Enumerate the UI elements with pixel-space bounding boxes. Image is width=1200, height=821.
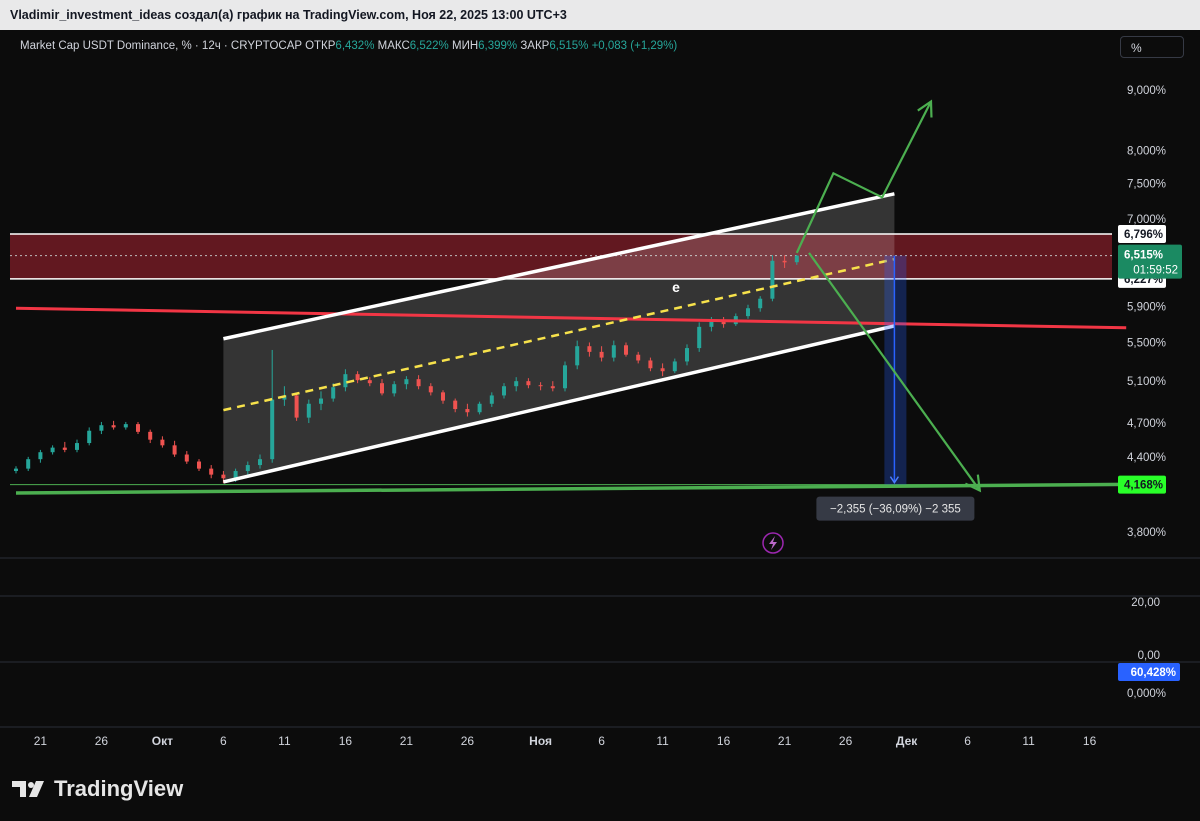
legend-low: 6,399% [478,40,518,52]
legend-symbol: Market Cap USDT Dominance, % · 12ч · CRY… [20,40,302,52]
legend-change: +0,083 (+1,29%) [591,40,678,52]
attribution-bar: Vladimir_investment_ideas создал(а) граф… [0,0,1200,30]
attribution-text: Vladimir_investment_ideas создал(а) граф… [10,8,567,22]
legend-open: 6,432% [335,40,375,52]
footer: TradingView [0,754,1200,821]
legend-close-label: ЗАКР [520,40,550,52]
brand-name: TradingView [54,776,184,801]
tradingview-logo-icon [12,781,44,797]
legend-low-label: МИН [451,40,479,52]
legend-high: 6,522% [409,40,449,52]
chart-area[interactable] [0,30,1200,754]
legend-close: 6,515% [549,40,589,52]
legend-high-label: МАКС [377,40,410,52]
symbol-legend: Market Cap USDT Dominance, % · 12ч · CRY… [20,40,677,52]
tradingview-logo: TradingView [12,776,183,802]
legend-open-label: ОТКР [305,40,336,52]
percent-scale-button[interactable]: % [1120,36,1184,58]
